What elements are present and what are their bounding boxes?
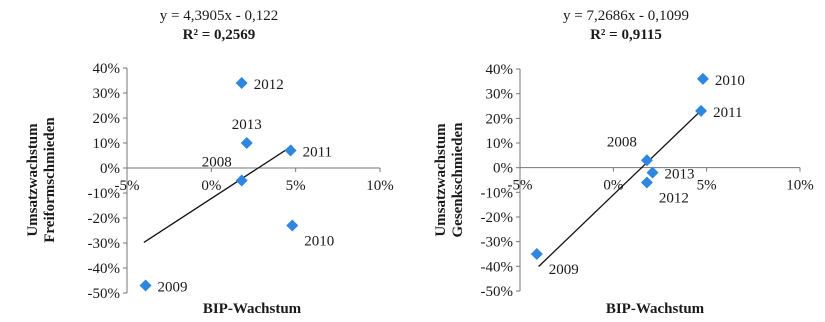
data-label-2012: 2012 [254,77,284,93]
y-tick-label: 30% [486,87,514,103]
data-label-2011: 2011 [303,145,332,161]
y-tick-label: -50% [481,284,514,300]
y-tick-label: 30% [93,86,121,102]
x-tick-label: 10% [366,178,394,194]
data-label-2010: 2010 [715,73,745,89]
y-tick-label: 20% [93,111,121,127]
x-axis-title: BIP-Wachstum [202,301,302,317]
data-point-2009 [139,279,152,292]
y-tick-label: -20% [481,210,514,226]
trendline [538,108,704,267]
x-tick-label: 0% [201,178,221,194]
y-tick-label: 10% [93,136,121,152]
y-tick-label: -50% [88,286,121,302]
x-tick-label: 5% [697,178,717,194]
r-squared-label: R² = 0,9115 [590,27,662,43]
data-point-2011 [695,104,708,117]
y-tick-label: -30% [88,236,121,252]
y-tick-label: -40% [88,261,121,277]
x-tick-label: -5% [508,178,533,194]
data-point-2010 [696,72,709,85]
data-label-2013: 2013 [232,117,262,133]
y-tick-label: 40% [93,61,121,77]
data-point-2010 [286,219,299,232]
data-point-2009 [530,248,543,260]
regression-equation: y = 7,2686x - 0,1099 [563,8,689,24]
data-point-2012 [235,77,248,89]
y-tick-label: -40% [481,259,514,275]
data-point-2013 [240,137,253,149]
y-tick-label: 10% [486,136,514,152]
y-tick-label: 20% [486,111,514,127]
data-point-2013 [646,166,659,179]
x-tick-label: 10% [786,178,814,194]
plot-area: 40%30%20%10%0%-10%-20%-30%-40%-50%-5% 0% 5… [481,62,814,300]
data-label-2009: 2009 [549,262,579,278]
y-tick-label: 0% [100,161,120,177]
scatter-chart-freiformschmieden: y = 4,3905x - 0,122 R² = 0,2569 Umsatzwa… [0,0,412,322]
y-tick-label: 40% [486,62,514,78]
x-tick-label: 0% [603,178,623,194]
trendline [143,145,293,243]
data-label-2013: 2013 [665,167,695,183]
data-point-2011 [284,144,297,157]
y-tick-label: -30% [481,235,514,251]
x-tick-label: 5% [286,178,306,194]
y-tick-label: -10% [88,186,121,202]
data-label-2011: 2011 [713,105,742,121]
scatter-chart-gesenkschmieden: y = 7,2686x - 0,1099 R² = 0,9115 Umsatzw… [412,0,825,322]
data-label-2008: 2008 [202,155,232,171]
y-tick-label: -10% [481,185,514,201]
data-point-2008 [235,174,248,187]
y-tick-label: 0% [493,161,513,177]
x-tick-label: -5% [115,178,140,194]
plot-area: 40%30%20%10%0%-10%-20%-30%-40%-50%-5% 0% 5… [88,61,394,302]
data-point-2008 [640,154,653,167]
data-label-2009: 2009 [158,280,188,296]
data-label-2012: 2012 [659,190,689,206]
data-label-2010: 2010 [304,234,334,250]
data-point-2012 [640,176,653,189]
data-label-2008: 2008 [607,134,637,150]
r-squared-label: R² = 0,2569 [182,27,256,43]
x-axis-title: BIP-Wachstum [605,301,705,317]
y-tick-label: -20% [88,211,121,227]
regression-equation: y = 4,3905x - 0,122 [159,8,279,24]
